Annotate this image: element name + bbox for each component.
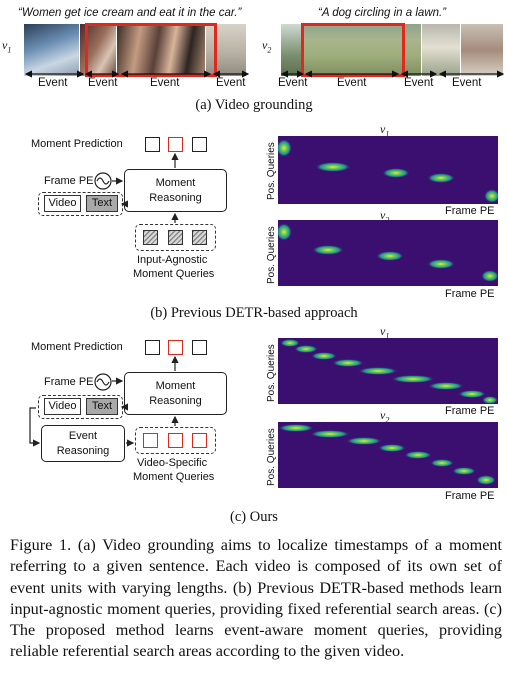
right-video-frames: [281, 24, 504, 76]
moment-query-square: [192, 433, 207, 448]
prediction-square: [145, 340, 160, 355]
heatmap-b-top-title: v1: [380, 122, 390, 139]
moment-prediction-label: Moment Prediction: [31, 341, 123, 353]
moment-query-square: [192, 230, 207, 245]
heatmap-c-bottom-xlabel: Frame PE: [445, 490, 495, 502]
query-group: [135, 224, 216, 251]
sine-wave-icon: [94, 373, 112, 391]
reasoning-line: Reasoning: [149, 395, 202, 407]
text-chip: Text: [86, 195, 118, 212]
heatmap-b-bottom-xlabel: Frame PE: [445, 288, 495, 300]
event-label: Event: [337, 77, 367, 89]
diagram-c-arrows: [29, 355, 179, 447]
heatmap-b-bottom: [278, 220, 498, 286]
video-chip: Video: [44, 398, 81, 415]
heatmap-b-top-ylabel: Pos. Queries: [266, 142, 277, 200]
moment-prediction-label: Moment Prediction: [31, 138, 123, 150]
sine-wave-icon: [94, 172, 112, 190]
subfigure-c-caption: (c) Ours: [230, 509, 278, 525]
event-label: Event: [216, 77, 246, 89]
event-line: Event: [68, 430, 98, 442]
moment-query-square: [143, 433, 158, 448]
heatmap-b-top-xlabel: Frame PE: [445, 205, 495, 217]
frame-pe-label: Frame PE: [44, 376, 94, 388]
heatmap-b-bottom-ylabel: Pos. Queries: [266, 226, 277, 284]
video-frame: [206, 24, 246, 76]
left-video-frames: [24, 24, 246, 76]
left-event-arrows: [24, 70, 505, 78]
event-label: Event: [150, 77, 180, 89]
moment-query-square: [168, 230, 183, 245]
event-line: Reasoning: [56, 445, 110, 457]
heatmap-c-bottom-ylabel: Pos. Queries: [266, 428, 277, 486]
queries-label: Moment Queries: [133, 471, 215, 483]
reasoning-line: Reasoning: [149, 192, 202, 204]
video-chip: Video: [44, 195, 81, 212]
moment-query-square: [168, 433, 183, 448]
heatmap-c-top-xlabel: Frame PE: [445, 405, 495, 417]
moment-query-square: [143, 230, 158, 245]
video-frame: [303, 24, 422, 76]
left-query-text: “Women get ice cream and eat it in the c…: [18, 7, 242, 19]
query-group: [135, 427, 216, 454]
event-reasoning-box: Event Reasoning: [41, 425, 125, 462]
video-frame: [24, 24, 79, 76]
heatmap-b-top: [278, 136, 498, 204]
heatmap-c-top-title: v1: [380, 324, 390, 341]
event-label: Event: [278, 77, 308, 89]
prediction-square: [192, 137, 207, 152]
video-frame: [117, 24, 205, 76]
heatmap-c-top-ylabel: Pos. Queries: [266, 344, 277, 402]
video-frame: [461, 24, 504, 76]
right-query-text: “A dog circling in a lawn.”: [318, 7, 447, 19]
heatmap-c-bottom-title: v2: [380, 408, 390, 425]
heatmap-b-top-canvas: [278, 139, 498, 203]
diagram-b-arrows: [112, 152, 179, 223]
heatmap-c-bottom: [278, 422, 498, 488]
queries-label: Input-Agnostic: [137, 254, 208, 266]
figure-caption: Figure 1. (a) Video grounding aims to lo…: [10, 536, 502, 661]
subfigure-a-caption: (a) Video grounding: [195, 97, 313, 113]
prediction-square: [145, 137, 160, 152]
prediction-square: [192, 340, 207, 355]
reasoning-line: Moment: [155, 177, 196, 189]
heatmap-b-bottom-canvas: [278, 223, 498, 282]
heatmap-b-bottom-title: v2: [380, 208, 389, 224]
reasoning-line: Moment: [155, 380, 196, 392]
event-label: Event: [38, 77, 68, 89]
prediction-square-highlight: [168, 137, 183, 152]
video-frame: [281, 24, 303, 76]
left-video-label: v1: [2, 38, 12, 55]
event-label: Event: [88, 77, 118, 89]
heatmap-c-top-canvas: [280, 339, 498, 404]
moment-reasoning-box: Moment Reasoning: [124, 169, 227, 212]
event-label: Event: [404, 77, 434, 89]
queries-label: Moment Queries: [133, 268, 215, 280]
frame-pe-label: Frame PE: [44, 175, 94, 187]
prediction-square-highlight: [168, 340, 183, 355]
subfigure-b-caption: (b) Previous DETR-based approach: [150, 305, 358, 321]
right-video-label: v2: [262, 38, 272, 55]
queries-label: Video-Specific: [137, 457, 208, 469]
event-label: Event: [452, 77, 482, 89]
video-frame: [422, 24, 461, 76]
text-chip: Text: [86, 398, 118, 415]
moment-reasoning-box: Moment Reasoning: [124, 372, 227, 415]
heatmap-c-top: [278, 338, 498, 404]
heatmap-c-bottom-canvas: [278, 424, 496, 485]
